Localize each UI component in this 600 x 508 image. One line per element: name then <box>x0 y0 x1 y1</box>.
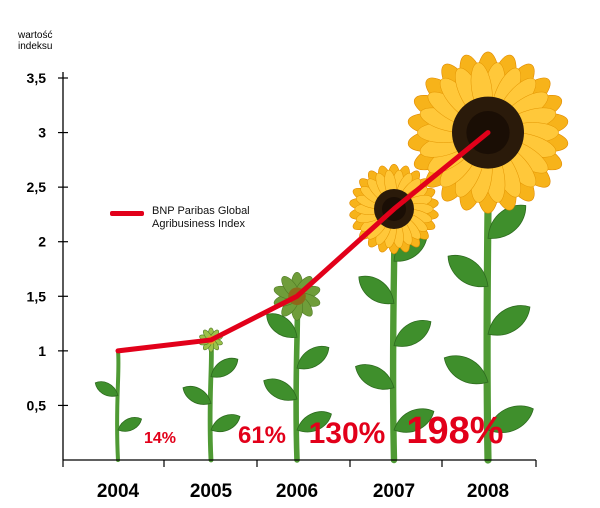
data-point <box>116 349 120 353</box>
x-tick-label: 2005 <box>190 481 233 502</box>
data-point <box>392 207 396 211</box>
leaf <box>487 305 531 336</box>
legend-label-line2: Agribusiness Index <box>152 218 245 230</box>
leaf <box>487 405 534 433</box>
leaf <box>443 355 489 385</box>
legend-line-swatch <box>110 211 144 216</box>
leaf <box>182 386 212 405</box>
growth-labels: 14% 61% 130% 198% <box>144 410 504 452</box>
y-tick-label: 3 <box>38 125 46 141</box>
x-tick-label: 2008 <box>467 481 509 502</box>
y-tick-label: 2,5 <box>27 179 47 195</box>
leaf <box>447 254 489 288</box>
growth-label: 130% <box>309 417 386 450</box>
growth-label: 198% <box>406 410 503 452</box>
x-tick-label: 2004 <box>97 481 140 502</box>
y-axis-label: wartość indeksu <box>18 30 53 52</box>
leaf <box>117 417 143 432</box>
y-tick-label: 1 <box>38 343 46 359</box>
sunflower-plant-2005 <box>182 327 241 463</box>
stem <box>293 293 301 463</box>
series-layer <box>115 130 491 354</box>
data-point <box>295 294 299 298</box>
legend-label-line1: BNP Paribas Global <box>152 205 250 217</box>
leaf <box>393 320 432 347</box>
axes: 0,5 1 1,5 2 2,5 3 3,5 2004 2005 2006 2007 2008 <box>27 70 537 502</box>
sunflower-illustration <box>94 51 569 464</box>
stem <box>115 348 121 462</box>
sunflower-plant-2008 <box>407 51 569 464</box>
leaf <box>263 378 298 401</box>
y-tick-label: 2 <box>38 234 46 250</box>
leaf <box>358 275 395 305</box>
data-point <box>209 338 213 342</box>
leaf <box>393 408 435 433</box>
leaf <box>296 346 330 370</box>
y-tick-label: 0,5 <box>27 397 47 413</box>
legend-text: BNP Paribas Global Agribusiness Index <box>152 205 250 231</box>
growth-label: 61% <box>238 422 286 449</box>
leaf <box>487 204 527 239</box>
leaf <box>210 414 241 432</box>
sunflower-plant-2004 <box>94 348 143 462</box>
leaf <box>210 357 239 378</box>
x-tick-label: 2006 <box>276 481 318 502</box>
data-point <box>486 131 490 135</box>
y-tick-label: 3,5 <box>27 70 47 86</box>
leaf <box>355 364 395 390</box>
leaf <box>94 381 119 397</box>
growth-label: 14% <box>144 430 176 447</box>
y-tick-label: 1,5 <box>27 288 47 304</box>
x-tick-label: 2007 <box>373 481 415 502</box>
leaf <box>296 411 332 433</box>
